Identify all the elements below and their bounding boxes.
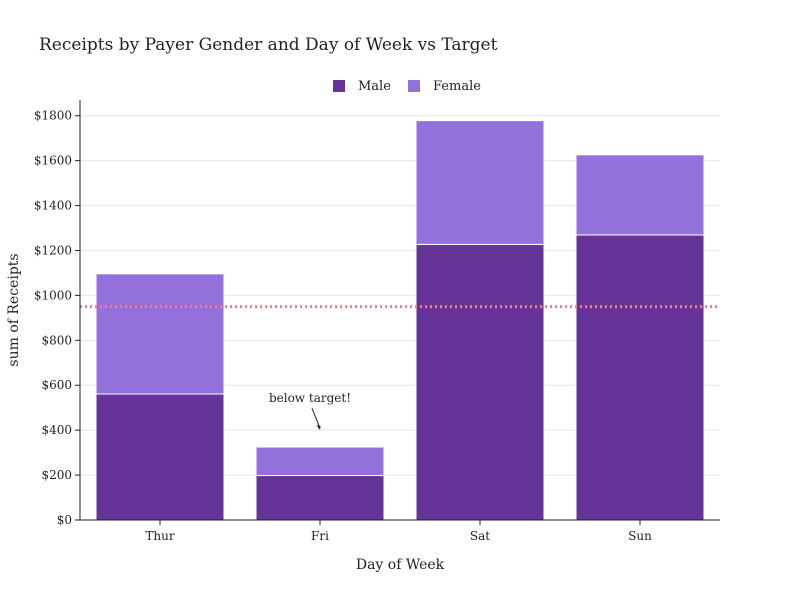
bar-sun-female: [575, 154, 705, 236]
y-tick-label: $600: [41, 378, 72, 392]
axes: $0 $200 $400 $600 $800 $1000 $1200 $1400 $1600 $1…: [34, 100, 720, 543]
bar-thur-female: [95, 273, 225, 395]
y-tick-label: $1200: [34, 243, 72, 257]
y-tick-label: $1600: [34, 154, 72, 168]
y-tick-label: $400: [41, 423, 72, 437]
y-tick-label: $1400: [34, 199, 72, 213]
x-axis-title: Day of Week: [356, 557, 445, 573]
bar-fri-female: [255, 446, 385, 477]
legend-label-male: Male: [358, 79, 391, 94]
bars: [95, 120, 705, 521]
legend-swatch-female: [408, 80, 420, 92]
x-tick-label-fri: Fri: [311, 529, 329, 543]
legend-swatch-male: [333, 80, 345, 92]
y-tick-label: $1800: [34, 109, 72, 123]
legend-label-female: Female: [433, 79, 481, 94]
x-tick-label-sun: Sun: [628, 529, 652, 543]
annotation-arrow: [311, 407, 321, 429]
x-tick-label-sat: Sat: [470, 529, 490, 543]
legend: Male Female: [333, 79, 481, 94]
y-tick-label: $0: [57, 513, 72, 527]
annotation-text: below target!: [269, 391, 351, 405]
x-tick-label-thur: Thur: [145, 529, 174, 543]
annotation-group: below target!: [269, 391, 351, 431]
bar-fri-male: [255, 475, 385, 521]
y-tick-label: $800: [41, 333, 72, 347]
bar-sat-male: [415, 243, 545, 521]
bar-thur-male: [95, 393, 225, 521]
y-tick-label: $1000: [34, 288, 72, 302]
y-tick-label: $200: [41, 468, 72, 482]
y-axis-title: sum of Receipts: [6, 253, 22, 366]
chart-title: Receipts by Payer Gender and Day of Week…: [39, 35, 498, 55]
annotation-arrowhead: [316, 425, 321, 431]
bar-sun-male: [575, 234, 705, 521]
bar-sat-female: [415, 120, 545, 245]
